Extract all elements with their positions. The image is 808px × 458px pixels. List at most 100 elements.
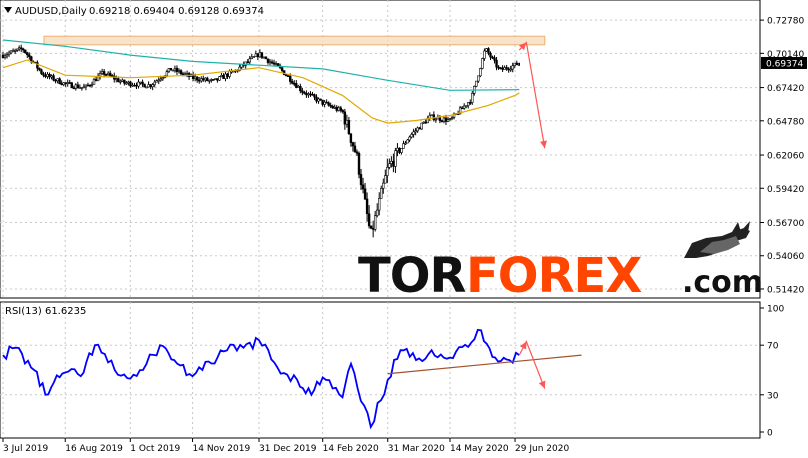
candle-body	[333, 106, 336, 109]
dropdown-triangle-icon[interactable]	[4, 7, 12, 13]
time-tick-label: 1 Oct 2019	[130, 444, 180, 454]
candle-body	[246, 61, 249, 64]
candle	[400, 148, 403, 155]
candle	[161, 76, 164, 81]
candle	[363, 182, 367, 201]
candle-body	[418, 127, 421, 130]
candle-body	[175, 67, 179, 72]
candle	[489, 51, 492, 61]
candle-body	[17, 47, 21, 50]
rsi-panel: 100 70 30 0 RSI(13) 61.6235	[0, 301, 784, 439]
candle	[357, 151, 361, 179]
candle-body	[44, 74, 47, 77]
candle	[341, 109, 345, 114]
candle-body	[92, 79, 96, 85]
candle	[394, 147, 397, 174]
candle-body	[123, 79, 126, 84]
candle-body	[438, 116, 442, 121]
candle-body	[149, 84, 152, 88]
candle-body	[68, 82, 71, 84]
candle-body	[80, 86, 84, 89]
candle-body	[129, 81, 132, 87]
candle	[303, 90, 306, 95]
candle-body	[341, 110, 345, 113]
candle-body	[74, 84, 78, 89]
candle-body	[309, 93, 312, 96]
candle	[90, 81, 94, 88]
candle-body	[198, 79, 201, 82]
candle-body	[303, 92, 306, 94]
candle-body	[40, 69, 43, 74]
candle-body	[440, 120, 444, 122]
candle	[82, 83, 86, 89]
candle-body	[232, 70, 235, 73]
candle-body	[248, 58, 251, 63]
candle	[195, 76, 199, 83]
rsi-forecast-arrow-head-down	[538, 380, 546, 389]
candle-body	[135, 84, 138, 87]
candle	[171, 69, 175, 72]
candle-body	[416, 127, 419, 132]
candle-body	[117, 78, 120, 83]
candle-body	[295, 83, 298, 88]
candle-body	[497, 66, 500, 69]
candle-body	[420, 122, 423, 130]
price-tick-label: 0.72780	[767, 17, 804, 27]
logo-text-domain: .com	[682, 265, 763, 300]
candle-body	[133, 84, 136, 87]
candle	[481, 57, 484, 70]
candle	[40, 68, 43, 76]
candle-body	[485, 48, 488, 52]
candle-body	[412, 131, 415, 135]
candle-body	[509, 68, 512, 71]
candle	[262, 56, 266, 59]
candle	[76, 81, 80, 89]
candle-body	[487, 48, 490, 54]
candle	[365, 192, 369, 222]
candle-body	[462, 105, 466, 109]
candle-body	[491, 56, 494, 59]
candle-body	[444, 117, 448, 122]
candle-body	[208, 79, 211, 82]
candle-body	[311, 93, 314, 96]
candle-body	[390, 160, 393, 164]
candle-body	[388, 163, 391, 168]
candle-body	[394, 150, 397, 167]
candle-body	[7, 52, 11, 55]
candle	[465, 105, 468, 109]
candle-body	[159, 78, 162, 81]
candle-body	[262, 56, 266, 59]
candle-body	[179, 70, 183, 75]
candle-body	[200, 78, 203, 82]
candle-body	[347, 120, 351, 135]
candle-body	[204, 77, 207, 81]
candle-body	[402, 143, 405, 149]
candle	[410, 132, 413, 139]
candle-body	[214, 78, 217, 80]
candle-body	[86, 84, 90, 87]
candle-body	[238, 66, 241, 71]
candle-body	[76, 84, 80, 89]
candle	[450, 116, 454, 121]
candle	[373, 210, 377, 232]
price-tick-label: 0.59420	[767, 185, 804, 195]
candle-body	[60, 83, 63, 86]
candle	[471, 91, 474, 105]
candle-body	[434, 118, 438, 121]
candle	[155, 79, 158, 83]
candle-body	[153, 81, 156, 85]
candle	[408, 135, 411, 143]
time-tick-label: 29 Jun 2020	[515, 444, 569, 454]
rsi-label: RSI(13) 61.6235	[5, 306, 86, 317]
candle-body	[171, 69, 175, 72]
candle	[327, 101, 330, 107]
candle-body	[357, 152, 361, 175]
candle-body	[367, 213, 371, 227]
logo-text-forex: FOREX	[466, 248, 642, 304]
torforex-logo: TOR FOREX .com	[358, 221, 763, 304]
candle	[137, 78, 140, 89]
candle-body	[102, 71, 106, 75]
candle-body	[94, 79, 98, 82]
candle-body	[404, 142, 407, 145]
